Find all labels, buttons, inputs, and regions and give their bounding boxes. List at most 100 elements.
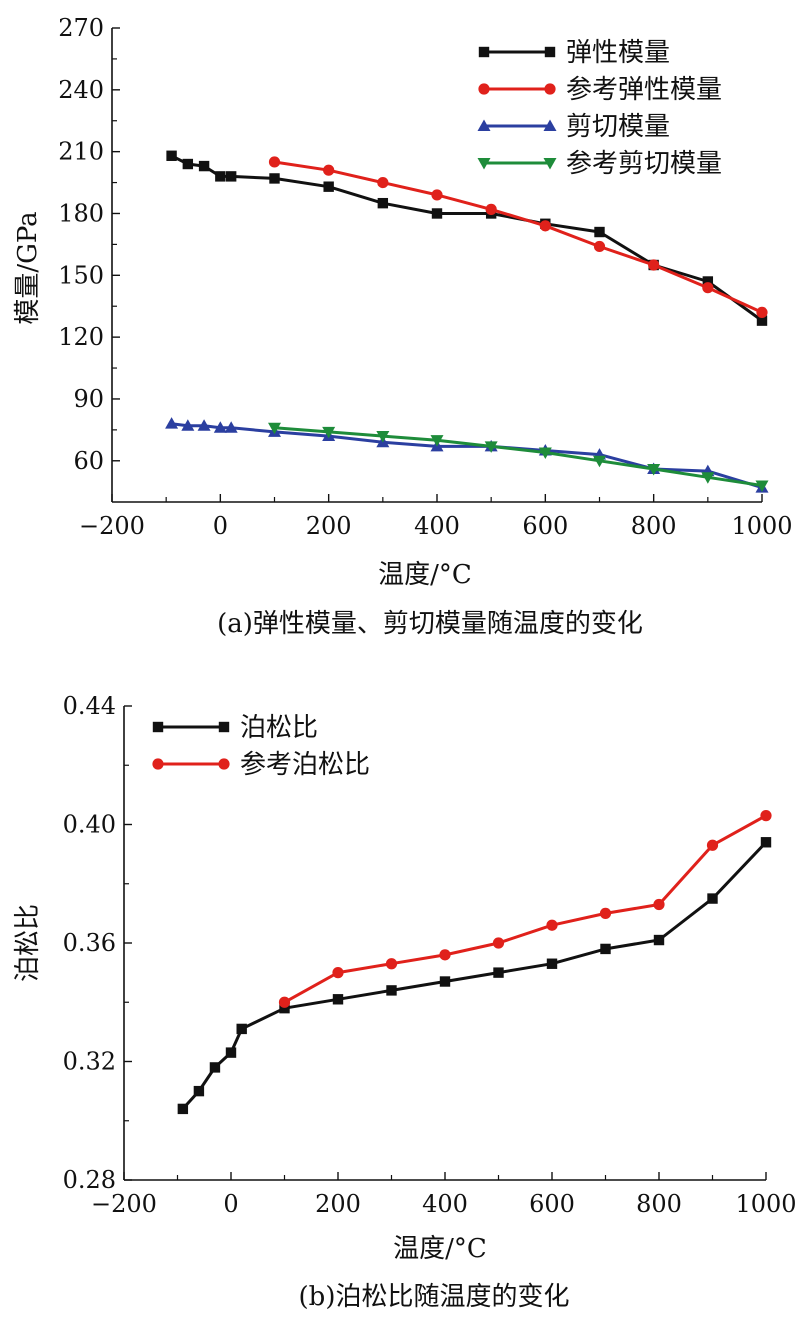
data-point (322, 426, 336, 439)
data-point (707, 893, 718, 904)
data-point (279, 1002, 290, 1014)
y-tick-label: 180 (58, 199, 104, 227)
legend-marker (152, 721, 164, 733)
data-point (377, 197, 389, 209)
data-point (439, 976, 451, 987)
series-line (171, 422, 763, 490)
data-point (323, 181, 334, 192)
data-point (209, 1062, 221, 1073)
data-point (224, 421, 238, 433)
series-line (170, 154, 763, 322)
data-point (431, 189, 443, 201)
data-point (376, 431, 390, 443)
data-point (546, 958, 558, 969)
data-point (600, 943, 611, 955)
legend-label: 参考剪切模量 (566, 149, 722, 179)
data-point (268, 156, 281, 168)
data-point (332, 994, 344, 1005)
y-axis-title: 泊松比 (13, 904, 43, 982)
y-tick-label: 0.32 (63, 1048, 116, 1076)
data-point (653, 898, 665, 911)
y-tick-label: 90 (73, 385, 104, 413)
data-point (702, 282, 714, 294)
legend-label: 泊松比 (240, 713, 318, 743)
data-point (323, 164, 335, 176)
y-tick-label: 0.40 (63, 811, 116, 839)
y-tick-label: 210 (58, 138, 104, 166)
data-point (648, 259, 660, 271)
series-line (283, 814, 767, 1004)
legend-marker (544, 46, 556, 58)
data-point (706, 839, 719, 851)
data-point (701, 472, 715, 484)
data-point (546, 919, 558, 931)
data-point (215, 171, 226, 182)
x-tick-label: 400 (414, 512, 460, 540)
data-point (760, 810, 772, 822)
data-point (647, 464, 661, 476)
data-point (198, 160, 210, 172)
data-point (599, 907, 612, 919)
y-tick-label: 270 (58, 14, 104, 42)
data-point (484, 441, 498, 453)
data-point (593, 455, 606, 468)
data-point (385, 958, 398, 970)
chart-a: −200 0 200 400 600 800 1000 60 90 120 150 180 210 240… (13, 14, 793, 639)
chart-b: −200 0 200 400 600 800 1000 0.28 0.32 0.36 0.40 0.4… (13, 692, 796, 1312)
data-point (193, 1085, 205, 1097)
data-point (332, 967, 344, 979)
data-point (268, 422, 281, 435)
data-point (197, 419, 211, 431)
data-point (492, 937, 505, 949)
y-tick-label: 240 (58, 76, 104, 104)
legend-label: 参考弹性模量 (566, 75, 722, 105)
y-tick-label: 0.44 (63, 692, 116, 720)
legend-marker (478, 46, 490, 58)
y-tick-label: 150 (58, 261, 104, 289)
data-point (431, 208, 443, 219)
series-line (274, 426, 763, 487)
legend-marker (543, 158, 557, 170)
data-point (278, 996, 291, 1008)
data-point (594, 226, 605, 238)
data-point (269, 173, 280, 184)
y-tick-label: 0.36 (63, 929, 116, 957)
x-tick-label: 600 (522, 512, 568, 540)
legend-marker (152, 758, 164, 770)
data-point (182, 158, 194, 170)
x-tick-label: 800 (631, 512, 677, 540)
legend-marker (477, 119, 491, 131)
data-point (225, 171, 237, 182)
data-point (538, 447, 552, 460)
legend-marker (477, 158, 491, 170)
legend-label: 弹性模量 (566, 38, 670, 68)
x-tick-label: 200 (306, 512, 352, 540)
data-point (756, 315, 768, 326)
data-point (177, 1103, 189, 1115)
y-tick-label: 0.28 (63, 1166, 116, 1194)
legend-marker (544, 83, 556, 95)
data-point (430, 435, 444, 447)
data-point (539, 220, 551, 232)
data-point (760, 837, 772, 848)
y-axis-title: 模量/GPa (13, 211, 43, 324)
legend-label: 剪切模量 (566, 112, 670, 142)
data-point (213, 421, 227, 433)
x-tick-label: 800 (636, 1190, 682, 1218)
data-point (225, 1047, 237, 1058)
data-point (653, 934, 665, 946)
data-point (702, 276, 714, 287)
series-line (274, 160, 763, 314)
data-point (485, 203, 497, 215)
data-point (377, 176, 389, 189)
x-tick-label: −200 (91, 1190, 157, 1218)
data-point (493, 967, 504, 978)
y-tick-label: 60 (73, 447, 104, 475)
chart-caption: (b)泊松比随温度的变化 (299, 1282, 570, 1312)
x-tick-label: 200 (315, 1190, 361, 1218)
x-tick-label: 600 (529, 1190, 575, 1218)
y-tick-label: 120 (58, 323, 104, 351)
x-tick-label: 400 (422, 1190, 468, 1218)
legend-marker (218, 758, 230, 770)
